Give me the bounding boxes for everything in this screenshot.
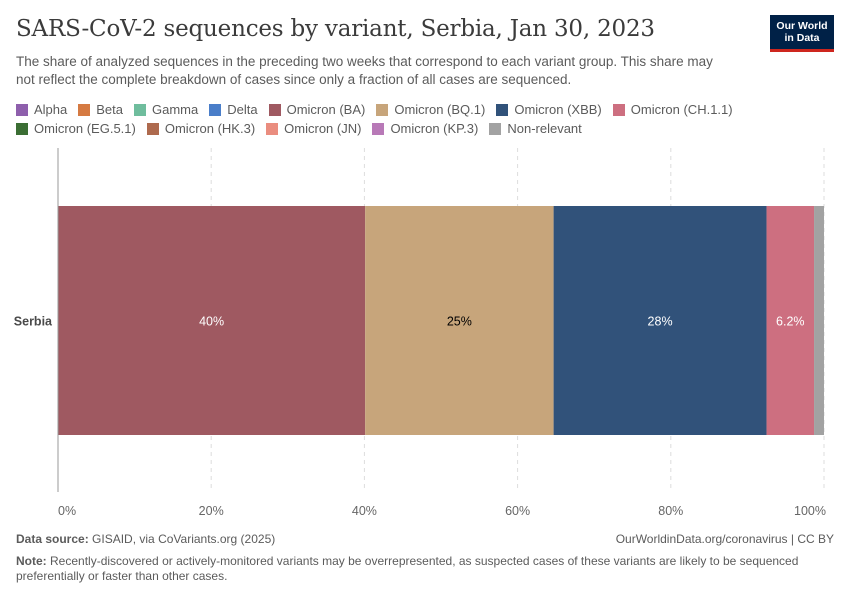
x-tick-label: 20%: [199, 504, 224, 518]
legend-item[interactable]: Delta: [209, 101, 258, 118]
legend-item[interactable]: Omicron (JN): [266, 120, 361, 137]
legend-label: Non-relevant: [507, 121, 582, 136]
data-source: Data source: GISAID, via CoVariants.org …: [16, 532, 275, 547]
legend-swatch: [268, 103, 281, 116]
chart-footer: Data source: GISAID, via CoVariants.org …: [16, 532, 834, 584]
source-url[interactable]: OurWorldinData.org/coronavirus | CC BY: [615, 532, 834, 546]
legend-swatch: [496, 103, 509, 116]
bar-segment: [553, 206, 767, 435]
logo-line-2: in Data: [784, 32, 820, 44]
x-tick-label: 60%: [505, 504, 530, 518]
chart-title: SARS-CoV-2 sequences by variant, Serbia,…: [16, 16, 655, 42]
legend-label: Omicron (CH.1.1): [630, 102, 733, 117]
chart-subtitle: The share of analyzed sequences in the p…: [16, 54, 713, 87]
note-text: Recently-discovered or actively-monitore…: [16, 554, 799, 583]
legend-swatch: [16, 122, 28, 135]
bar-segment: [814, 206, 824, 435]
chart-note: Note: Recently-discovered or actively-mo…: [16, 554, 806, 584]
legend-item[interactable]: Omicron (HK.3): [146, 120, 256, 137]
legend-label: Omicron (JN): [284, 121, 362, 136]
legend-item[interactable]: Omicron (EG.5.1): [16, 120, 136, 137]
legend-item[interactable]: Omicron (XBB): [496, 101, 602, 118]
legend-label: Omicron (KP.3): [390, 121, 479, 136]
bar-segment: [766, 206, 815, 435]
legend-label: Omicron (HK.3): [164, 121, 256, 136]
bar-segment: [365, 206, 554, 435]
legend-item[interactable]: Omicron (BA): [268, 101, 366, 118]
x-tick-label: 80%: [658, 504, 683, 518]
legend-item[interactable]: Alpha: [16, 101, 67, 118]
legend-item[interactable]: Omicron (KP.3): [372, 120, 478, 137]
legend-item[interactable]: Omicron (CH.1.1): [612, 101, 733, 118]
legend-label: Beta: [96, 102, 123, 117]
data-label: 40%: [199, 315, 224, 329]
data-label: 6.2%: [776, 315, 805, 329]
chart-legend: Alpha Beta Gamma Delta Omicron (BA) Omicron (…: [16, 101, 806, 137]
legend-label: Alpha: [34, 102, 68, 117]
legend-item[interactable]: Gamma: [134, 101, 198, 118]
legend-item[interactable]: Beta: [78, 101, 123, 118]
legend-item[interactable]: Non-relevant: [489, 120, 582, 137]
stacked-bar-chart: 0% 20% 40% 60% 80% 100% Serbia 40% 25% 28% 6.2%: [14, 148, 826, 518]
owid-logo[interactable]: Our World in Data: [770, 15, 834, 52]
legend-label: Omicron (BA): [286, 102, 366, 117]
category-label: Serbia: [14, 315, 53, 329]
x-tick-label: 40%: [352, 504, 377, 518]
legend-swatch: [146, 122, 159, 135]
data-source-label: Data source:: [16, 532, 89, 546]
legend-swatch: [16, 103, 28, 116]
legend-swatch: [376, 103, 389, 116]
legend-label: Omicron (BQ.1): [394, 102, 486, 117]
note-label: Note:: [16, 554, 47, 568]
legend-swatch: [266, 122, 279, 135]
legend-swatch: [78, 103, 91, 116]
legend-swatch: [209, 103, 222, 116]
logo-line-1: Our World: [776, 20, 828, 32]
legend-label: Omicron (XBB): [514, 102, 602, 117]
data-source-text: GISAID, via CoVariants.org (2025): [92, 532, 276, 546]
legend-swatch: [372, 122, 385, 135]
data-label: 28%: [648, 315, 673, 329]
legend-item[interactable]: Omicron (BQ.1): [376, 101, 485, 118]
x-tick-label: 100%: [794, 504, 826, 518]
bar-segment: [58, 206, 366, 435]
legend-label: Gamma: [152, 102, 199, 117]
legend-label: Delta: [227, 102, 258, 117]
x-tick-label: 0%: [58, 504, 76, 518]
data-label: 25%: [447, 315, 472, 329]
legend-swatch: [489, 122, 502, 135]
legend-swatch: [612, 103, 625, 116]
legend-swatch: [134, 103, 146, 116]
legend-label: Omicron (EG.5.1): [34, 121, 136, 136]
